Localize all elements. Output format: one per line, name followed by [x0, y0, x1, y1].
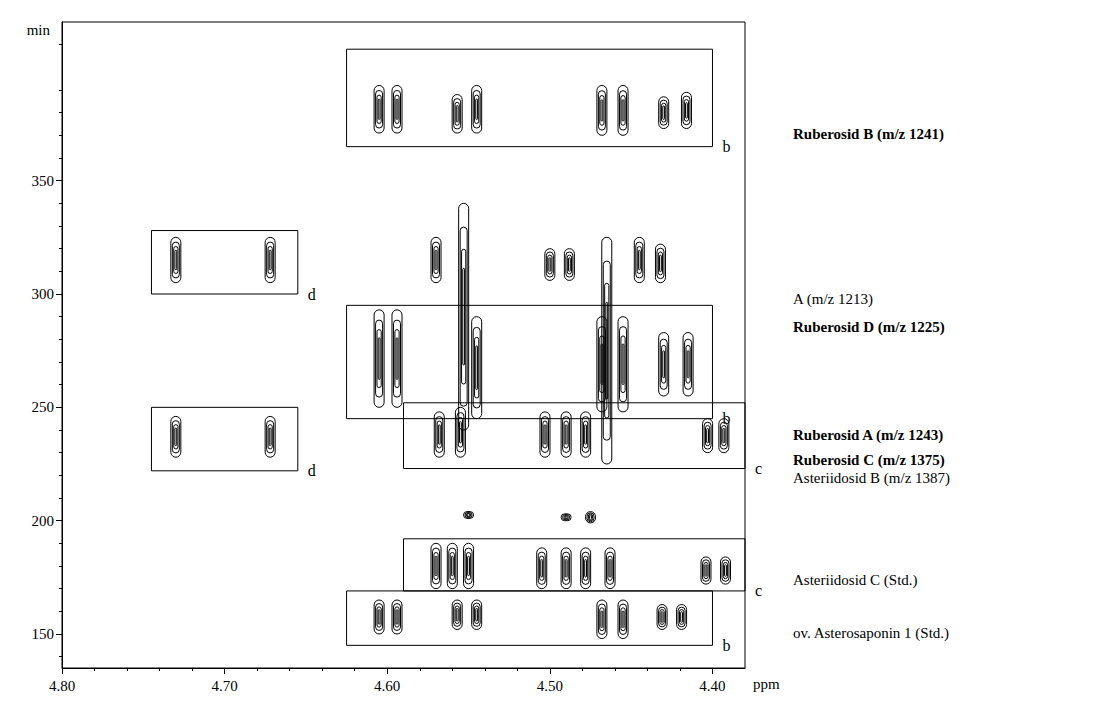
svg-text:350: 350	[32, 173, 55, 189]
svg-text:150: 150	[32, 626, 55, 642]
svg-text:b: b	[722, 138, 730, 155]
svg-text:c: c	[755, 460, 762, 477]
svg-text:d: d	[308, 462, 316, 479]
svg-text:4.40: 4.40	[699, 678, 725, 694]
svg-text:Asteriidosid B (m/z 1387): Asteriidosid B (m/z 1387)	[793, 470, 950, 487]
svg-text:Ruberosid C (m/z 1375): Ruberosid C (m/z 1375)	[793, 452, 945, 469]
svg-text:200: 200	[32, 513, 55, 529]
svg-text:250: 250	[32, 399, 55, 415]
svg-text:Ruberosid A (m/z 1243): Ruberosid A (m/z 1243)	[793, 427, 943, 444]
svg-text:4.60: 4.60	[374, 678, 400, 694]
svg-text:A (m/z 1213): A (m/z 1213)	[793, 291, 873, 308]
svg-text:4.80: 4.80	[49, 678, 75, 694]
svg-text:Ruberosid D (m/z 1225): Ruberosid D (m/z 1225)	[793, 319, 945, 336]
svg-text:b: b	[722, 637, 730, 654]
svg-text:Ruberosid B (m/z 1241): Ruberosid B (m/z 1241)	[793, 126, 944, 143]
svg-text:300: 300	[32, 286, 55, 302]
svg-text:4.70: 4.70	[211, 678, 237, 694]
svg-text:Asteriidosid C (Std.): Asteriidosid C (Std.)	[793, 572, 918, 589]
svg-text:ppm: ppm	[753, 676, 780, 692]
svg-text:b: b	[722, 410, 730, 427]
svg-text:min: min	[27, 22, 51, 38]
svg-text:4.50: 4.50	[537, 678, 563, 694]
svg-text:ov. Asterosaponin 1 (Std.): ov. Asterosaponin 1 (Std.)	[793, 625, 949, 642]
svg-text:c: c	[755, 582, 762, 599]
svg-text:d: d	[308, 286, 316, 303]
